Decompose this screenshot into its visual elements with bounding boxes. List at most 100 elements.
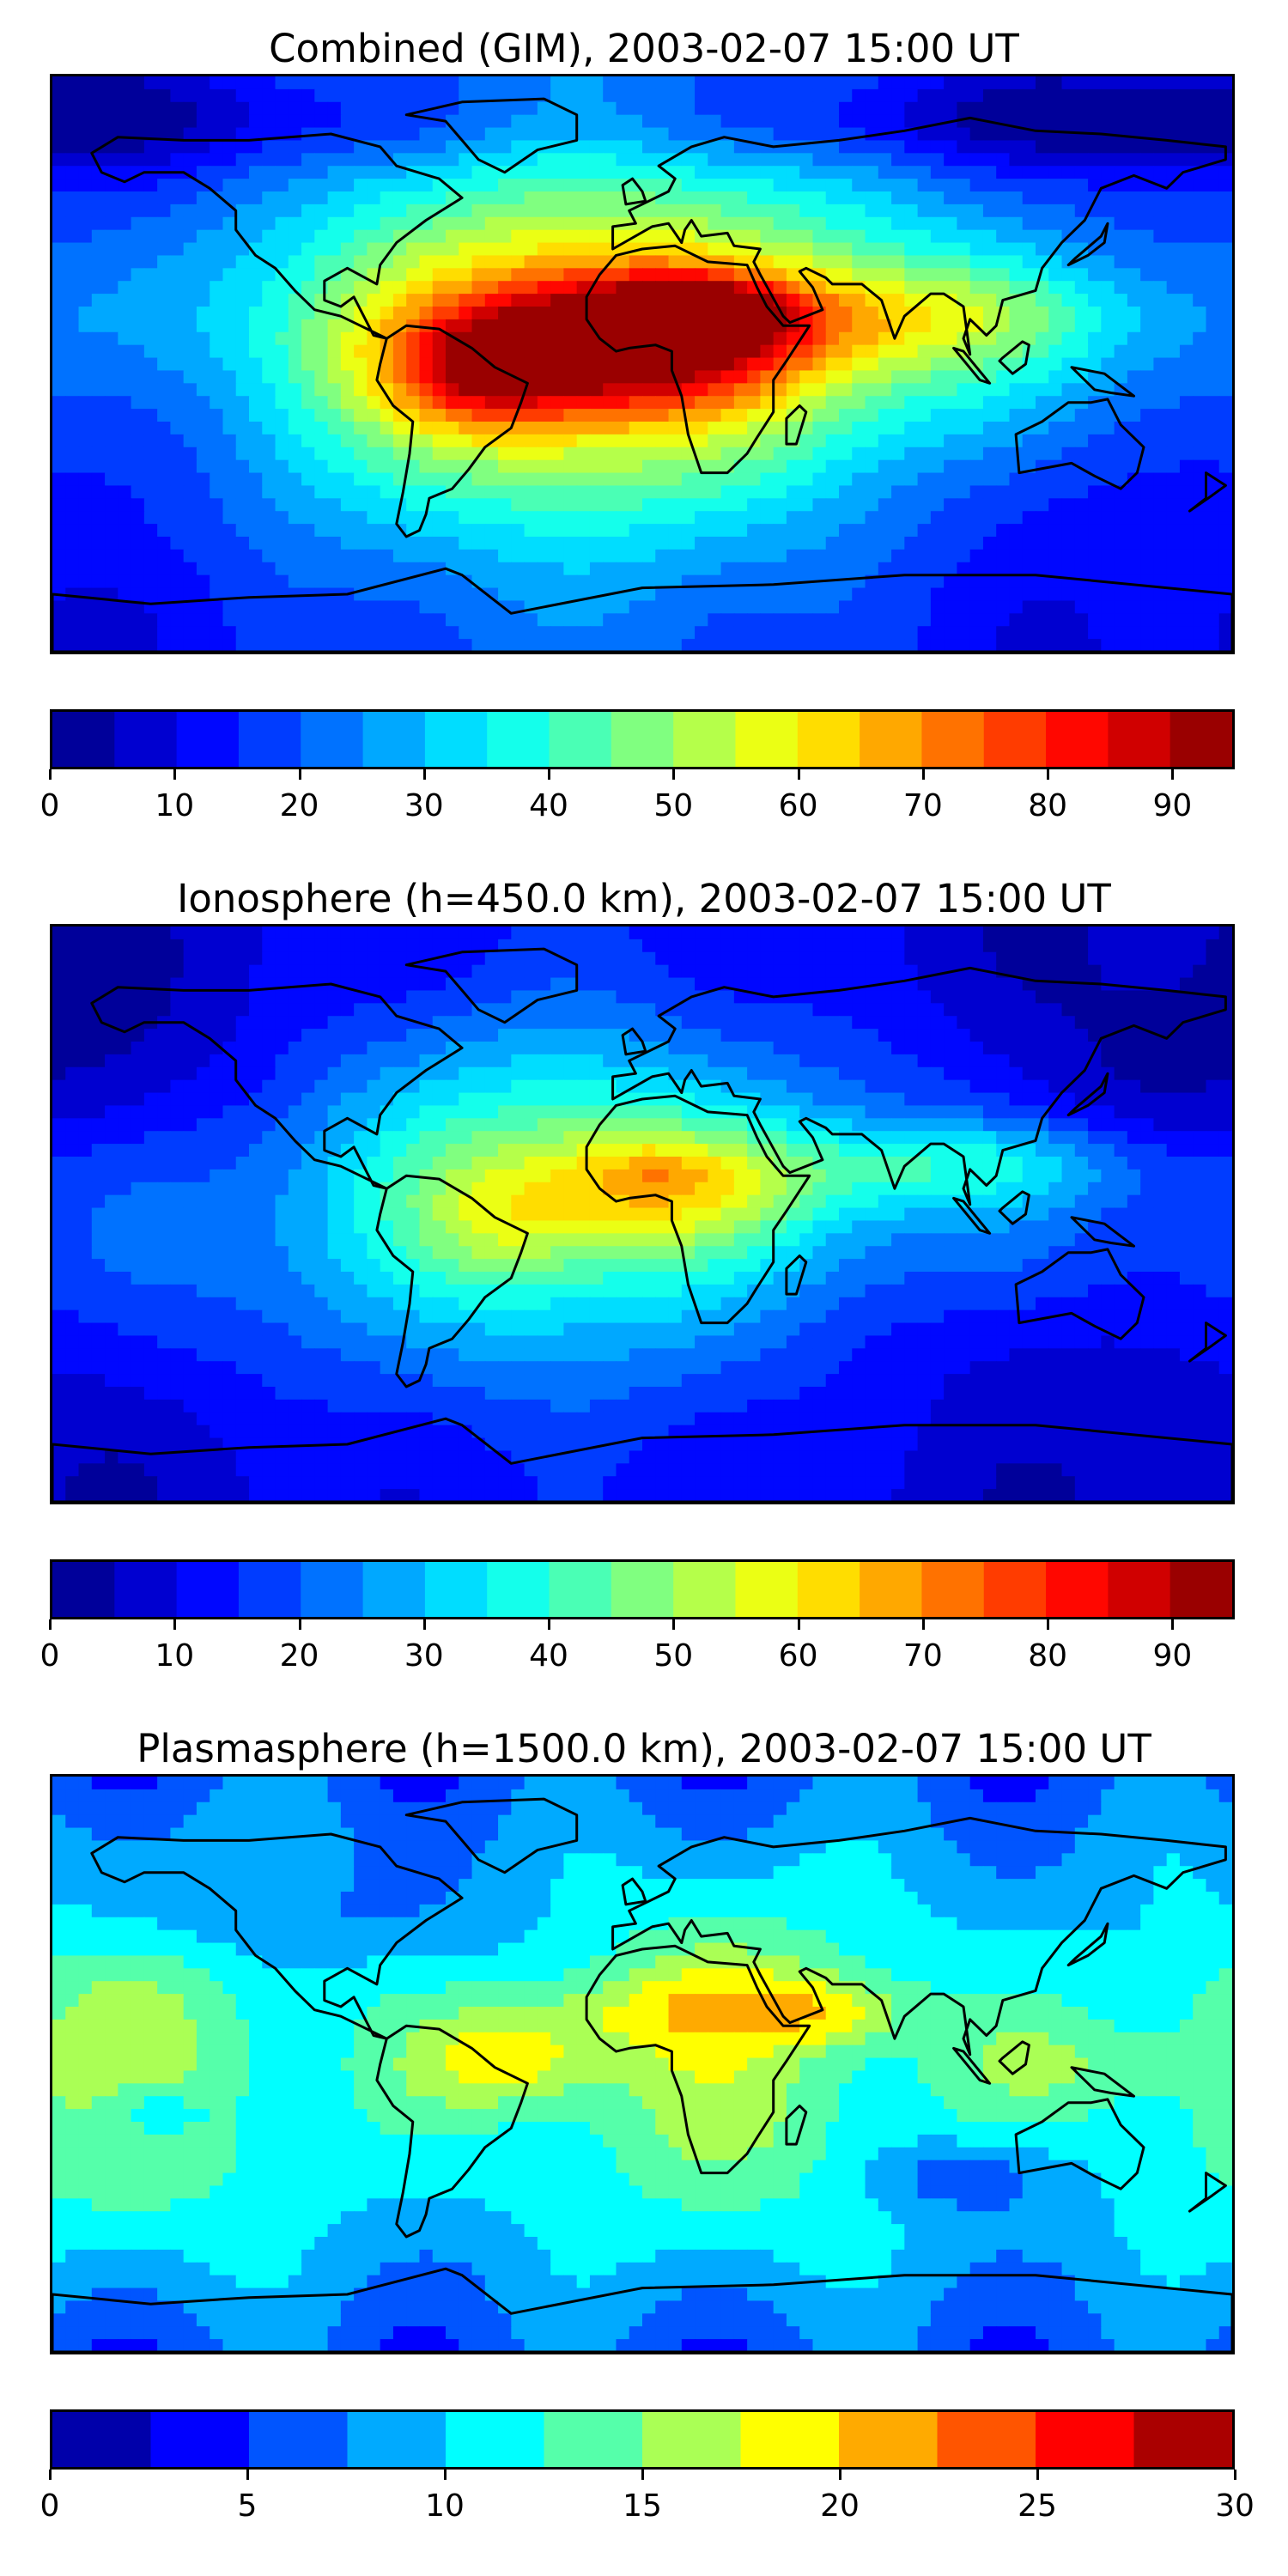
colorbar-tick: [921, 1619, 925, 1630]
colorbar-tick-label: 5: [237, 2488, 258, 2524]
map-plot: [50, 1774, 1235, 2354]
colorbar-segment: [347, 2412, 447, 2467]
colorbar-segment: [921, 1562, 985, 1617]
colorbar-segment: [150, 2412, 250, 2467]
colorbar-segment: [735, 1562, 799, 1617]
colorbar: [50, 709, 1235, 769]
colorbar-tick-label: 15: [623, 2488, 662, 2524]
colorbar-tick-label: 20: [820, 2488, 860, 2524]
colorbar-segment: [860, 1562, 923, 1617]
colorbar-tick: [1047, 769, 1050, 780]
colorbar-segment: [642, 2412, 742, 2467]
colorbar-tick: [1171, 1619, 1175, 1630]
colorbar-segment: [362, 1562, 426, 1617]
colorbar-tick: [298, 1619, 301, 1630]
colorbar-svg: [52, 2412, 1232, 2467]
map-svg: [52, 76, 1232, 652]
colorbar-tick: [49, 1619, 52, 1630]
colorbar-tick: [672, 1619, 676, 1630]
panel-ionosphere: Ionosphere (h=450.0 km), 2003-02-07 15:0…: [0, 876, 1288, 1674]
colorbar-segment: [238, 1562, 301, 1617]
map-svg: [52, 1777, 1232, 2352]
colorbar-tick-label: 20: [279, 1638, 319, 1674]
colorbar-svg: [52, 1562, 1232, 1617]
colorbar-tick: [173, 1619, 177, 1630]
colorbar-tick-label: 40: [529, 788, 568, 823]
colorbar-tick-label: 80: [1028, 1638, 1067, 1674]
colorbar-segment: [673, 1562, 737, 1617]
colorbar-segment: [487, 1562, 550, 1617]
colorbar-segment: [1133, 2412, 1232, 2467]
colorbar-tick: [298, 769, 301, 780]
colorbar-segment: [424, 712, 488, 767]
colorbar-segment: [983, 1562, 1047, 1617]
colorbar-segment: [1108, 712, 1171, 767]
colorbar-tick-label: 70: [902, 1638, 943, 1674]
colorbar-segment: [860, 712, 923, 767]
colorbar-tick-label: 0: [39, 1638, 60, 1674]
colorbar-tick: [921, 769, 925, 780]
map-plot: [50, 924, 1235, 1504]
colorbar-segment: [52, 712, 115, 767]
colorbar-tick-label: 10: [155, 788, 195, 823]
colorbar-segment: [52, 2412, 152, 2467]
colorbar-segment: [1046, 712, 1109, 767]
colorbar-tick: [49, 769, 52, 780]
colorbar-segment: [487, 712, 550, 767]
map-plot: [50, 74, 1235, 654]
colorbar-tick-label: 60: [778, 788, 818, 823]
colorbar-segment: [983, 712, 1047, 767]
colorbar-tick-label: 10: [155, 1638, 195, 1674]
colorbar-tick: [1036, 2470, 1039, 2480]
colorbar-segment: [937, 2412, 1036, 2467]
colorbar-tick-label: 10: [425, 2488, 465, 2524]
colorbar-segment: [424, 1562, 488, 1617]
colorbar-tick: [1171, 769, 1175, 780]
colorbar-tick: [422, 769, 426, 780]
colorbar-segment: [611, 1562, 674, 1617]
coastlines: [52, 1797, 1232, 2352]
colorbar-tick: [797, 1619, 800, 1630]
colorbar-ticks: 0 5 10 15 20 25 30: [40, 2470, 1255, 2524]
coastlines: [52, 97, 1232, 652]
colorbar-tick: [548, 769, 551, 780]
panel-combined: Combined (GIM), 2003-02-07 15:00 UT 0 10 2…: [0, 26, 1288, 824]
coastlines: [52, 947, 1232, 1502]
panel-plasmasphere: Plasmasphere (h=1500.0 km), 2003-02-07 1…: [0, 1726, 1288, 2524]
colorbar-tick-label: 30: [404, 1638, 444, 1674]
colorbar-segment: [1046, 1562, 1109, 1617]
colorbar-tick: [1047, 1619, 1050, 1630]
colorbar-tick: [797, 769, 800, 780]
colorbar-segment: [797, 712, 860, 767]
colorbar-tick-label: 0: [39, 2488, 60, 2524]
colorbar-tick: [839, 2470, 841, 2480]
colorbar-tick: [548, 1619, 551, 1630]
colorbar-segment: [1170, 712, 1232, 767]
colorbar-segment: [238, 712, 301, 767]
colorbar-ticks: 0 10 20 30 40 50 60 70 80 90: [40, 769, 1235, 823]
colorbar: [50, 2409, 1235, 2470]
colorbar-segment: [740, 2412, 840, 2467]
colorbar-segment: [1036, 2412, 1135, 2467]
colorbar-segment: [1108, 1562, 1171, 1617]
colorbar-tick-label: 25: [1018, 2488, 1057, 2524]
colorbar-tick-label: 90: [1152, 1638, 1193, 1674]
colorbar-segment: [673, 712, 737, 767]
colorbar-tick-label: 30: [404, 788, 444, 823]
panel-title: Plasmasphere (h=1500.0 km), 2003-02-07 1…: [137, 1726, 1151, 1771]
colorbar-tick: [1234, 2470, 1236, 2480]
map-svg: [52, 927, 1232, 1502]
panel-title: Combined (GIM), 2003-02-07 15:00 UT: [269, 26, 1019, 71]
colorbar-segment: [362, 712, 426, 767]
colorbar-segment: [1170, 1562, 1232, 1617]
colorbar-segment: [611, 712, 674, 767]
colorbar-tick-label: 50: [653, 1638, 694, 1674]
colorbar-segment: [114, 1562, 178, 1617]
colorbar-segment: [176, 712, 240, 767]
colorbar-tick-label: 50: [653, 788, 694, 823]
colorbar-segment: [735, 712, 799, 767]
colorbar-segment: [301, 712, 364, 767]
colorbar-tick-label: 20: [279, 788, 319, 823]
colorbar-segment: [446, 2412, 545, 2467]
panel-title: Ionosphere (h=450.0 km), 2003-02-07 15:0…: [177, 876, 1111, 921]
